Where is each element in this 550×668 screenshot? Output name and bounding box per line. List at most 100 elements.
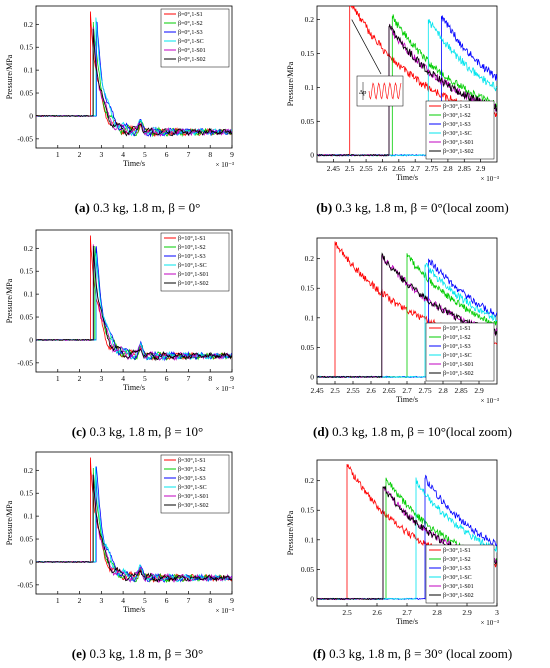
chart-e-ytick-label: 0.1 <box>24 512 34 521</box>
chart-d-xtick-label: 2.65 <box>382 386 395 395</box>
chart-d-xtick-label: 2.6 <box>366 386 376 395</box>
chart-panel-b: 2.45 2.5 2.55 2.6 2.65 2.7 2.75 2.8 2.85 2.9 0 0.05… <box>275 0 550 222</box>
chart-e-xtick-label: 2 <box>78 596 82 605</box>
chart-b-pointer-arrow <box>351 19 382 75</box>
chart-d-legend-label: β=10°,1-S1 <box>443 325 471 332</box>
chart-svg-c: 1 2 3 4 5 6 7 8 9 -0.05 0 0.05 0.1 0.15 0.2 Time/s × 10⁻… <box>5 229 234 393</box>
chart-a-ytick-label: 0 <box>29 111 33 120</box>
chart-d-ytick-label: 0 <box>310 372 314 381</box>
chart-c-xtick-label: 3 <box>99 374 103 383</box>
chart-c-xtick-label: 8 <box>208 374 212 383</box>
chart-f-legend-label: β=30°,1-S3 <box>443 565 471 572</box>
chart-d-xtick-label: 2.8 <box>438 386 448 395</box>
chart-a-ytick-label: 0.15 <box>20 43 33 52</box>
chart-svg-f: 2.5 2.6 2.7 2.8 2.9 3 0 0.05 0.1 0.15 0.2 Time/s × 1… <box>286 459 499 627</box>
chart-c-ytick-label: 0.1 <box>24 290 34 299</box>
chart-e-ytick-label: -0.05 <box>17 580 33 589</box>
chart-a-ytick-label: 0.2 <box>24 20 34 29</box>
chart-f-legend <box>425 544 495 604</box>
chart-b-legend-label: β=30°,1-S1 <box>443 103 471 110</box>
chart-b-xtick-label: 2.45 <box>327 164 340 173</box>
chart-b-xtick-label: 2.55 <box>360 164 373 173</box>
chart-d-xtick-label: 2.55 <box>346 386 359 395</box>
chart-f-xtick-label: 2.7 <box>402 608 412 617</box>
chart-d-legend-label: β=10°,1-SC <box>443 352 472 359</box>
chart-c-xtick-label: 9 <box>230 374 234 383</box>
caption-text-b: 0.3 kg, 1.8 m, β = 0°(local zoom) <box>332 200 509 215</box>
chart-caption-b: (b) 0.3 kg, 1.8 m, β = 0°(local zoom) <box>275 200 550 216</box>
chart-b-xlabel: Time/s <box>396 173 418 182</box>
chart-a-xtick-label: 8 <box>208 150 212 159</box>
chart-c-xtick-label: 1 <box>56 374 60 383</box>
chart-e-xtick-label: 4 <box>121 596 125 605</box>
chart-e-series-S02 <box>36 474 232 583</box>
chart-d-ytick-label: 0.05 <box>301 343 314 352</box>
chart-c-xtick-label: 4 <box>121 374 125 383</box>
chart-e-legend-label: β=30°,1-SC <box>178 484 207 491</box>
caption-letter-b: (b) <box>316 200 333 215</box>
chart-c-xtick-label: 2 <box>78 374 82 383</box>
chart-c-legend-label: β=10°,1-S01 <box>178 271 209 278</box>
chart-caption-e: (e) 0.3 kg, 1.8 m, β = 30° <box>0 646 275 662</box>
chart-b-legend-label: β=30°,1-S02 <box>443 148 474 155</box>
chart-a-ylabel: Pressure/MPa <box>5 54 14 99</box>
chart-c-series-S02 <box>36 246 232 362</box>
chart-e-ytick-label: 0.2 <box>24 466 34 475</box>
chart-a-frame <box>35 5 233 149</box>
chart-e-legend-label: β=30°,1-S02 <box>178 502 209 509</box>
chart-b-annotation: Δp <box>359 89 366 96</box>
chart-f-xtick-label: 2.6 <box>372 608 382 617</box>
caption-text-a: 0.3 kg, 1.8 m, β = 0° <box>89 200 201 215</box>
chart-c-ytick-label: 0.15 <box>20 267 33 276</box>
chart-b-xtick-label: 2.65 <box>392 164 405 173</box>
chart-e-xtick-label: 7 <box>187 596 191 605</box>
chart-a-plot-area <box>36 11 232 138</box>
chart-a-xtick-label: 9 <box>230 150 234 159</box>
chart-panel-e: 1 2 3 4 5 6 7 8 9 -0.05 0 0.05 0.1 0.15 0.2 Time/s × 10⁻… <box>0 446 275 668</box>
chart-f-legend-label: β=30°,1-SC <box>443 574 472 581</box>
chart-a-legend-label: β=0°,1-S3 <box>178 29 203 36</box>
chart-d-legend-label: β=10°,1-S2 <box>443 334 471 341</box>
chart-e-xtick-label: 5 <box>143 596 147 605</box>
chart-b-ylabel: Pressure/MPa <box>286 61 295 106</box>
chart-b-x-exponent: × 10⁻³ <box>481 175 500 183</box>
chart-b-series-SC <box>317 19 497 157</box>
chart-f-ylabel: Pressure/MPa <box>286 510 295 555</box>
chart-c-ytick-label: 0.05 <box>20 313 33 322</box>
chart-f-ytick-label: 0.15 <box>301 506 314 515</box>
chart-b-legend-label: β=30°,1-S2 <box>443 112 471 119</box>
chart-c-legend-label: β=10°,1-S3 <box>178 253 206 260</box>
chart-e-xtick-label: 8 <box>208 596 212 605</box>
chart-svg-e: 1 2 3 4 5 6 7 8 9 -0.05 0 0.05 0.1 0.15 0.2 Time/s × 10⁻… <box>5 451 234 615</box>
chart-b-legend <box>425 100 495 160</box>
chart-panel-f: 2.5 2.6 2.7 2.8 2.9 3 0 0.05 0.1 0.15 0.2 Time/s × 1… <box>275 446 550 668</box>
chart-f-legend-label: β=30°,1-S2 <box>443 556 471 563</box>
chart-d-ytick-label: 0.15 <box>301 284 314 293</box>
chart-b-plot-area <box>317 6 497 157</box>
chart-c-ytick-label: 0.2 <box>24 244 34 253</box>
chart-a-legend-label: β=0°,1-S2 <box>178 20 203 27</box>
caption-letter-d: (d) <box>313 424 329 439</box>
chart-svg-a: 1 2 3 4 5 6 7 8 9 -0.05 0 0.05 0.1 0.15 0.2 Time/s × 10⁻… <box>5 5 234 169</box>
chart-b-xtick-label: 2.85 <box>458 164 471 173</box>
chart-a-legend-label: β=0°,1-S01 <box>178 47 206 54</box>
chart-e-xtick-label: 3 <box>99 596 103 605</box>
chart-d-legend <box>425 322 495 382</box>
chart-caption-f: (f) 0.3 kg, 1.8 m, β = 30° (local zoom) <box>275 646 550 662</box>
chart-d-series-S02 <box>317 252 497 379</box>
chart-c-legend-label: β=10°,1-SC <box>178 262 207 269</box>
chart-d-xtick-label: 2.45 <box>310 386 323 395</box>
chart-d-xtick-label: 2.85 <box>454 386 467 395</box>
chart-a-legend-label: β=0°,1-S1 <box>178 11 203 18</box>
chart-e-ytick-label: 0 <box>29 557 33 566</box>
chart-e-ytick-label: 0.15 <box>20 489 33 498</box>
chart-e-ylabel: Pressure/MPa <box>5 500 14 545</box>
chart-a-series-S01 <box>36 27 232 137</box>
chart-f-legend-label: β=30°,1-S1 <box>443 547 471 554</box>
chart-b-xtick-label: 2.7 <box>410 164 420 173</box>
chart-a-ytick-label: 0.05 <box>20 89 33 98</box>
chart-a-legend <box>160 8 230 68</box>
chart-f-legend-label: β=30°,1-S01 <box>443 583 474 590</box>
chart-d-xtick-label: 2.7 <box>402 386 412 395</box>
caption-letter-a: (a) <box>74 200 90 215</box>
